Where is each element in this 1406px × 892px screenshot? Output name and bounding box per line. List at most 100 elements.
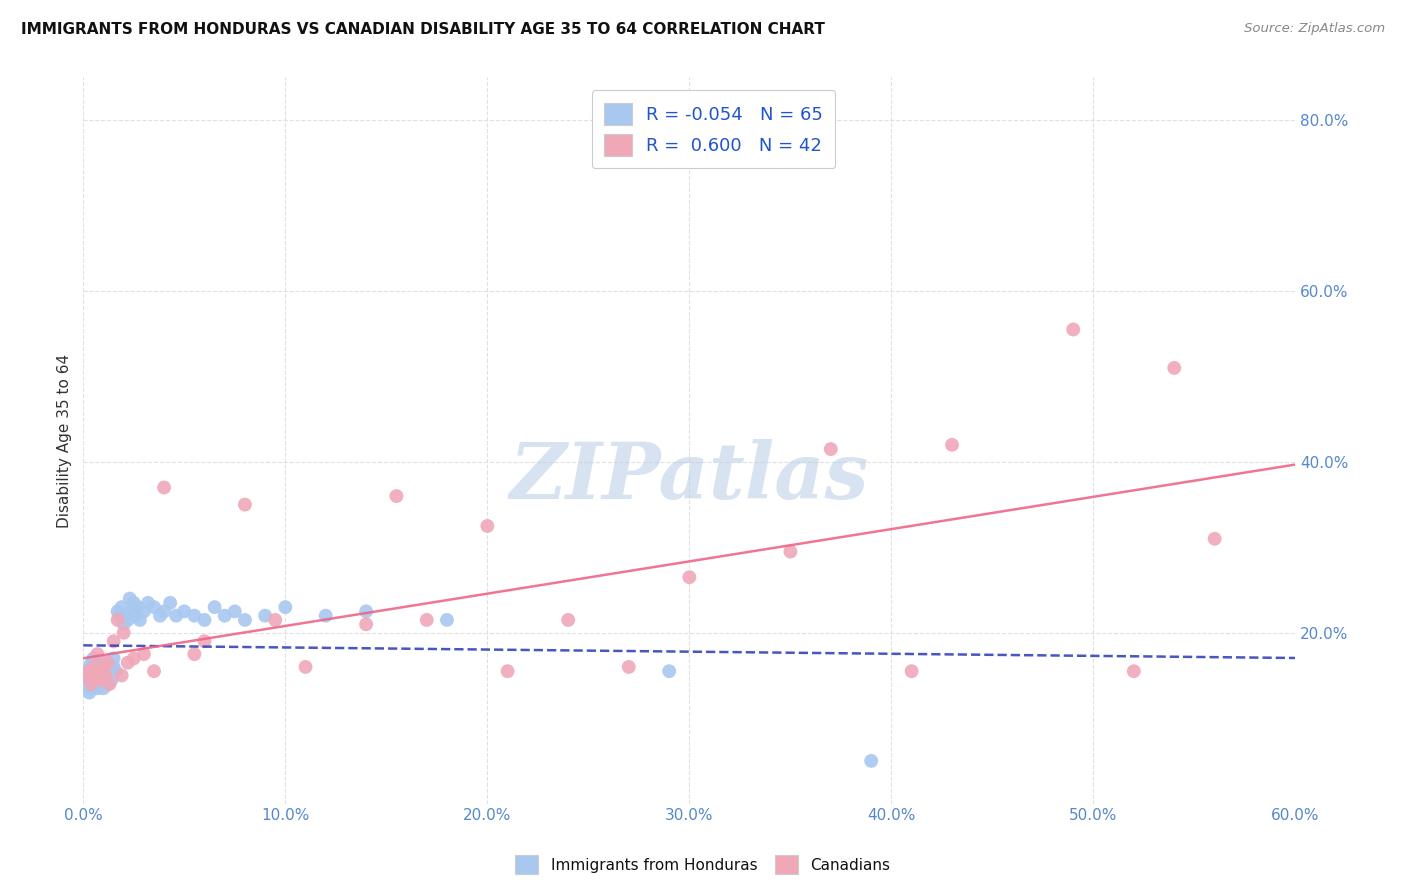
Point (143, 664, 166, 678)
Point (112, 625, 135, 640)
Point (125, 608, 148, 623)
Point (132, 604, 155, 618)
Point (233, 613, 256, 627)
Point (416, 613, 439, 627)
Point (132, 647, 155, 661)
Point (82, 664, 104, 678)
Point (82, 651, 104, 665)
Point (94, 668, 117, 682)
Point (82, 677, 104, 691)
Point (96, 656, 118, 670)
Point (103, 660, 125, 674)
Point (153, 604, 176, 618)
Point (107, 604, 129, 618)
Text: IMMIGRANTS FROM HONDURAS VS CANADIAN DISABILITY AGE 35 TO 64 CORRELATION CHART: IMMIGRANTS FROM HONDURAS VS CANADIAN DIS… (21, 22, 825, 37)
Point (860, 754, 883, 768)
Point (1163, 360, 1185, 375)
Point (96, 677, 118, 691)
Point (224, 604, 246, 618)
Point (104, 664, 127, 678)
Point (385, 489, 408, 503)
Point (93, 681, 115, 696)
Point (112, 617, 135, 632)
Point (89, 677, 111, 691)
Point (103, 634, 125, 648)
Point (80, 677, 103, 691)
Point (79, 673, 101, 687)
Point (436, 613, 458, 627)
Point (183, 608, 205, 623)
Point (1122, 664, 1144, 678)
Point (122, 651, 145, 665)
Text: Source: ZipAtlas.com: Source: ZipAtlas.com (1244, 22, 1385, 36)
Point (779, 544, 801, 558)
Point (264, 613, 287, 627)
Point (136, 596, 159, 610)
Point (117, 613, 139, 627)
Point (1062, 322, 1084, 336)
Point (76, 677, 98, 691)
Y-axis label: Disability Age 35 to 64: Disability Age 35 to 64 (58, 353, 72, 527)
Point (118, 591, 141, 606)
Point (820, 442, 842, 456)
Point (108, 608, 131, 623)
Point (159, 596, 181, 610)
Point (122, 596, 145, 610)
Point (143, 600, 166, 615)
Point (354, 617, 377, 632)
Point (114, 608, 136, 623)
Point (84, 673, 107, 687)
Point (315, 608, 337, 623)
Point (84, 660, 107, 674)
Point (80, 668, 103, 682)
Point (254, 608, 277, 623)
Point (127, 600, 149, 615)
Point (93, 664, 115, 678)
Point (128, 613, 150, 627)
Legend: Immigrants from Honduras, Canadians: Immigrants from Honduras, Canadians (509, 849, 897, 880)
Point (193, 613, 215, 627)
Point (100, 673, 122, 687)
Point (274, 600, 297, 615)
Point (79, 664, 101, 678)
Point (90, 673, 112, 687)
Point (80, 681, 103, 696)
Point (98, 664, 121, 678)
Point (121, 604, 143, 618)
Point (204, 600, 226, 615)
Point (111, 600, 134, 615)
Point (103, 651, 125, 665)
Point (94, 668, 117, 682)
Point (90, 660, 112, 674)
Point (354, 604, 377, 618)
Point (80, 656, 103, 670)
Point (84, 673, 107, 687)
Point (93, 660, 115, 674)
Legend: R = -0.054   N = 65, R =  0.600   N = 42: R = -0.054 N = 65, R = 0.600 N = 42 (592, 90, 835, 169)
Point (86, 656, 108, 670)
Point (658, 664, 681, 678)
Point (149, 608, 172, 623)
Point (89, 664, 111, 678)
Point (117, 656, 139, 670)
Point (941, 438, 963, 452)
Point (193, 634, 215, 648)
Point (82, 660, 104, 674)
Point (94, 656, 117, 670)
Point (96, 660, 118, 674)
Point (86, 668, 108, 682)
Point (75, 668, 97, 682)
Point (900, 664, 922, 678)
Point (98, 677, 121, 691)
Point (79, 685, 101, 699)
Point (86, 647, 108, 661)
Text: ZIPatlas: ZIPatlas (510, 439, 869, 515)
Point (86, 681, 108, 696)
Point (1204, 532, 1226, 546)
Point (90, 673, 112, 687)
Point (76, 664, 98, 678)
Point (153, 481, 176, 495)
Point (496, 664, 519, 678)
Point (75, 668, 97, 682)
Point (89, 664, 111, 678)
